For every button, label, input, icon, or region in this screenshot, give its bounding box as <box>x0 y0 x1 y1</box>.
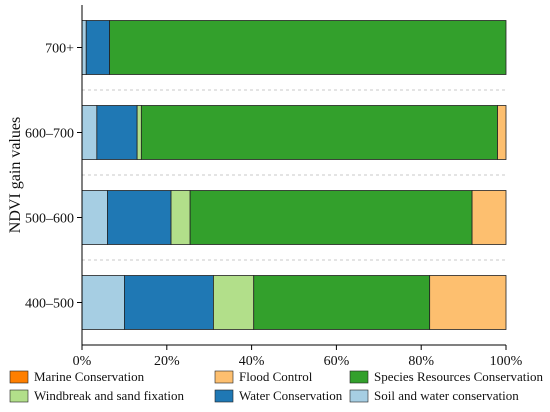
bar-segment <box>81 275 125 330</box>
y-tick-label: 400–500 <box>25 297 74 312</box>
bar-segment <box>85 20 110 75</box>
legend-label: Marine Conservation <box>34 369 145 384</box>
legend-swatch <box>214 389 234 403</box>
bar-segment <box>471 190 507 245</box>
legend-swatch <box>349 389 369 403</box>
bar-segment <box>81 20 87 75</box>
bar-segment <box>136 105 142 160</box>
y-tick-label: 600–700 <box>25 127 74 142</box>
legend-swatch <box>9 370 29 384</box>
legend: Marine Conservation Flood Control Species … <box>9 369 543 403</box>
y-axis-title: NDVI gain values <box>7 117 24 233</box>
bar-segment <box>140 105 498 160</box>
bar-segment <box>189 190 473 245</box>
x-tick-label: 20% <box>154 354 180 369</box>
bars <box>81 20 507 330</box>
grid-lines <box>82 89 506 261</box>
y-tick-label: 500–600 <box>25 212 74 227</box>
bar-segment <box>124 275 214 330</box>
x-tick-label: 0% <box>73 354 92 369</box>
legend-label: Water Conservation <box>239 388 343 403</box>
bar-segment <box>81 190 108 245</box>
x-tick-label: 80% <box>408 354 434 369</box>
legend-label: Flood Control <box>239 369 313 384</box>
legend-label: Species Resources Conservation <box>374 369 543 384</box>
bar-segment <box>497 105 507 160</box>
x-tick-label: 100% <box>490 354 523 369</box>
y-tick-label: 700+ <box>45 42 74 57</box>
bar-segment <box>170 190 191 245</box>
legend-label: Windbreak and sand fixation <box>34 388 185 403</box>
x-tick-label: 40% <box>239 354 265 369</box>
legend-swatch <box>9 389 29 403</box>
legend-swatch <box>214 370 234 384</box>
bar-segment <box>429 275 507 330</box>
bar-segment <box>253 275 431 330</box>
bar-segment <box>213 275 255 330</box>
legend-swatch <box>349 370 369 384</box>
legend-label: Soil and water conservation <box>374 388 519 403</box>
bar-segment <box>107 190 172 245</box>
x-tick-label: 60% <box>324 354 350 369</box>
bar-segment <box>81 105 98 160</box>
axes: 700+ 600–700 500–600 400–500 0% 20% 40% 60% 80% 1… <box>25 5 523 369</box>
bar-segment <box>109 20 507 75</box>
bar-segment <box>96 105 138 160</box>
